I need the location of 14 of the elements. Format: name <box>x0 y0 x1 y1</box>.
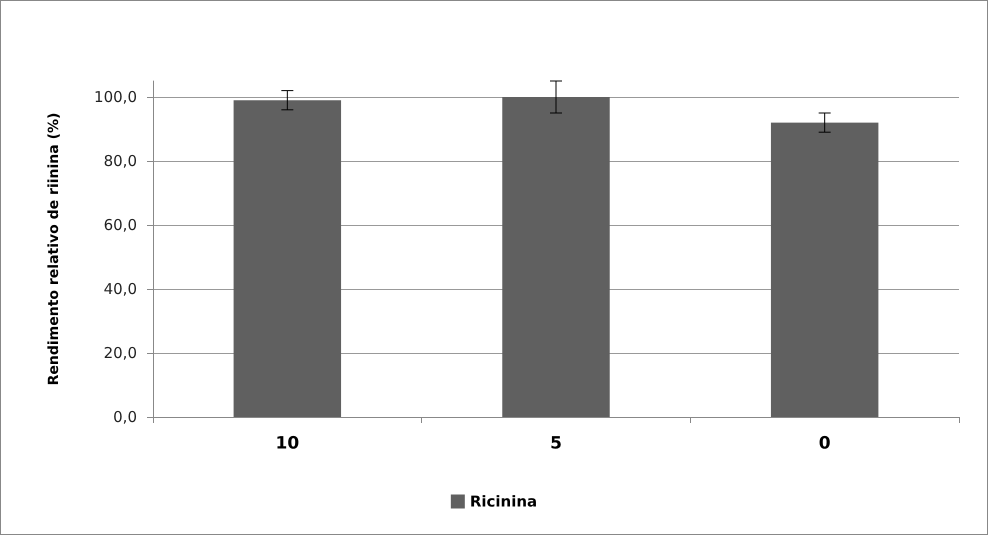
x-tick-label: 0 <box>818 434 831 454</box>
y-tick-label: 20,0 <box>104 344 137 362</box>
y-axis-title: Rendimento relativo de riinina (%) <box>46 112 62 386</box>
x-tick-label: 5 <box>550 434 562 454</box>
y-tick-label: 80,0 <box>104 152 137 170</box>
x-tick-label: 10 <box>275 434 300 454</box>
bar <box>234 100 342 417</box>
y-tick-label: 40,0 <box>104 280 137 298</box>
bar <box>770 122 878 417</box>
bar <box>502 97 610 417</box>
y-tick-label: 60,0 <box>104 216 137 234</box>
y-tick-label: 0,0 <box>113 408 137 426</box>
y-tick-label: 100,0 <box>94 88 137 106</box>
legend-label: Ricinina <box>470 492 538 510</box>
